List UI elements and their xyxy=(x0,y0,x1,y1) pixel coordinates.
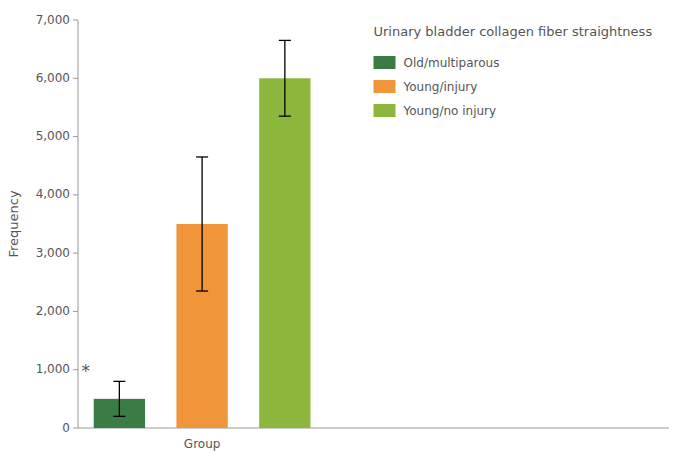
y-tick-label: 6,000 xyxy=(36,71,70,85)
chart: 0 1,000 2,000 3,000 4,000 5,000 6,000 7,000 * Gro… xyxy=(0,0,683,472)
bar xyxy=(259,78,310,428)
y-tick-label: 4,000 xyxy=(36,187,70,201)
y-tick-label: 1,000 xyxy=(36,362,70,376)
y-tick xyxy=(73,311,78,312)
y-tick xyxy=(73,20,78,21)
y-tick-label: 0 xyxy=(62,421,70,435)
annotation: * xyxy=(81,361,90,381)
y-tick xyxy=(73,194,78,195)
y-tick-label: 7,000 xyxy=(36,13,70,27)
y-tick-label: 3,000 xyxy=(36,246,70,260)
y-tick-label: 5,000 xyxy=(36,129,70,143)
error-bar xyxy=(196,157,208,291)
legend-title: Urinary bladder collagen fiber straightn… xyxy=(374,24,653,39)
y-tick-label: 2,000 xyxy=(36,304,70,318)
y-tick xyxy=(73,136,78,137)
y-axis-label: Frequency xyxy=(6,190,21,257)
legend-label: Young/no injury xyxy=(403,104,497,118)
y-axis-line xyxy=(78,20,79,428)
x-axis-line xyxy=(78,428,669,429)
error-bar xyxy=(113,381,125,416)
legend-swatch xyxy=(374,56,396,69)
legend: Urinary bladder collagen fiber straightn… xyxy=(374,24,653,118)
y-tick xyxy=(73,369,78,370)
y-tick xyxy=(73,78,78,79)
error-bar xyxy=(279,40,291,116)
y-tick xyxy=(73,428,78,429)
chart-container: 0 1,000 2,000 3,000 4,000 5,000 6,000 7,000 * Gro… xyxy=(0,0,683,472)
legend-label: Young/injury xyxy=(403,80,478,94)
legend-swatch xyxy=(374,104,396,117)
legend-label: Old/multiparous xyxy=(404,56,500,70)
bars xyxy=(94,40,311,428)
x-tick-label: Group xyxy=(184,437,221,451)
legend-swatch xyxy=(374,80,396,93)
y-tick xyxy=(73,253,78,254)
